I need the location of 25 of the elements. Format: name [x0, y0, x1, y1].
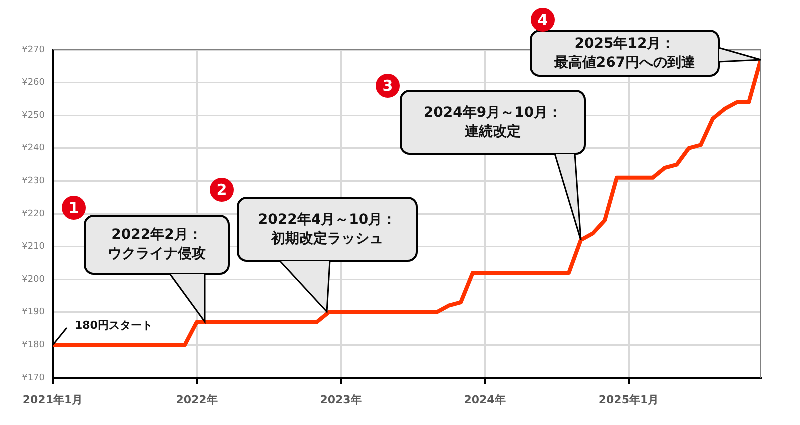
x-tick-label: 2025年1月 — [598, 393, 660, 406]
x-tick-label: 2023年 — [320, 393, 362, 406]
x-tick-label: 2022年 — [176, 393, 218, 406]
y-tick-label: ¥220 — [22, 209, 46, 220]
annotation: 2022年2月：ウクライナ侵攻 — [84, 215, 230, 275]
number-badge: 3 — [376, 74, 400, 98]
y-tick-label: ¥250 — [22, 110, 46, 121]
annotation: 2024年9月～10月：連続改定 — [400, 90, 586, 155]
number-badge: 4 — [531, 8, 555, 32]
y-tick-label: ¥210 — [22, 242, 46, 252]
x-tick-label: 2021年1月 — [22, 393, 84, 406]
y-tick-label: ¥190 — [22, 308, 46, 318]
y-tick-label: ¥180 — [22, 340, 46, 351]
y-tick-label: ¥270 — [22, 45, 46, 56]
y-tick-label: ¥230 — [22, 176, 46, 187]
number-badge: 2 — [210, 178, 234, 202]
annotation: 2025年12月：最高値267円への到達 — [530, 30, 720, 77]
y-tick-label: ¥200 — [22, 274, 46, 285]
y-tick-label: ¥260 — [22, 78, 46, 88]
x-tick-label: 2024年 — [464, 393, 506, 406]
number-badge: 1 — [62, 196, 86, 220]
annotation: 2022年4月～10月：初期改定ラッシュ — [237, 197, 418, 262]
y-tick-label: ¥170 — [22, 373, 46, 384]
y-tick-label: ¥240 — [22, 144, 46, 154]
annotation: 180円スタート — [75, 318, 153, 333]
